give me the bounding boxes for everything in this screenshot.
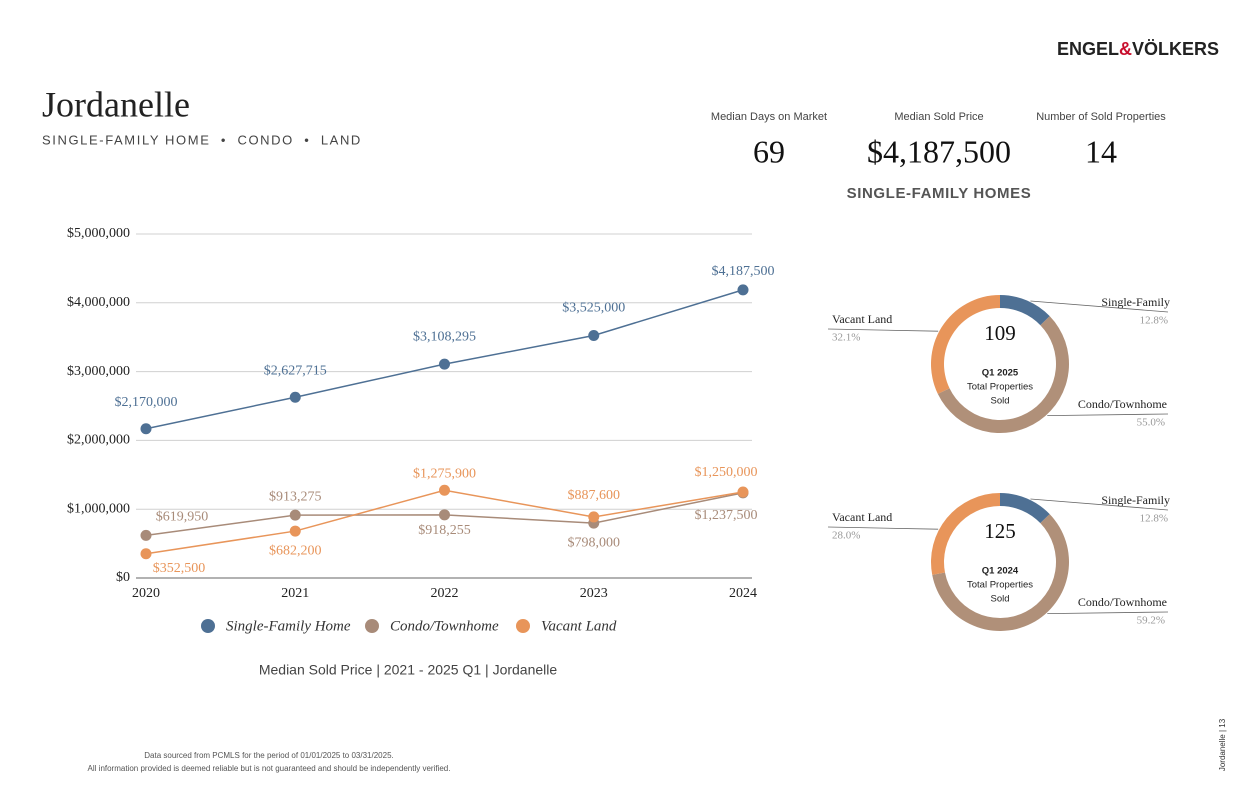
data-point xyxy=(140,529,152,541)
y-tick-label: $0 xyxy=(116,570,130,585)
x-tick-label: 2021 xyxy=(281,586,309,601)
brand-logo: ENGEL&VÖLKERS xyxy=(1057,39,1219,59)
data-label: $619,950 xyxy=(156,510,209,525)
data-label: $1,275,900 xyxy=(413,466,476,481)
donut-percent: 12.8% xyxy=(1140,315,1168,327)
brand-left: ENGEL xyxy=(1057,39,1119,59)
stat-label: Median Sold Price xyxy=(894,111,983,123)
brand-amp: & xyxy=(1119,39,1132,59)
data-label: $3,108,295 xyxy=(413,329,476,344)
leader-line xyxy=(1047,611,1169,615)
legend-swatch xyxy=(516,619,530,633)
data-label: $682,200 xyxy=(269,543,322,558)
donut-segment xyxy=(937,316,1069,433)
data-label: $913,275 xyxy=(269,489,322,504)
donut-percent: 55.0% xyxy=(1137,417,1165,429)
y-tick-label: $1,000,000 xyxy=(67,501,130,516)
donut-center-label: Q1 2024 xyxy=(982,566,1019,577)
data-label: $798,000 xyxy=(568,535,621,550)
stat-label: Median Days on Market xyxy=(711,111,827,123)
data-point xyxy=(439,358,450,370)
leader-line xyxy=(827,526,939,530)
stat-value: 69 xyxy=(753,133,785,169)
data-point xyxy=(737,486,749,498)
legend-label: Vacant Land xyxy=(541,618,617,634)
leader-line xyxy=(827,328,939,332)
page-title: Jordanelle xyxy=(42,84,190,124)
y-tick-label: $3,000,000 xyxy=(67,364,130,379)
data-label: $2,627,715 xyxy=(264,363,327,378)
donut-segment xyxy=(1000,295,1050,326)
data-label: $918,255 xyxy=(418,523,471,538)
data-label: $1,237,500 xyxy=(695,508,758,523)
legend-label: Condo/Townhome xyxy=(390,618,499,634)
donut-center-label: Sold xyxy=(990,594,1009,605)
data-point xyxy=(588,511,600,523)
footnote: All information provided is deemed relia… xyxy=(88,764,451,773)
donut-center-label: Q1 2025 xyxy=(982,368,1019,379)
page-label: Jordanelle | 13 xyxy=(1218,718,1227,771)
y-tick-label: $4,000,000 xyxy=(67,295,130,310)
donut-percent: 59.2% xyxy=(1137,615,1165,627)
stats-caption: SINGLE-FAMILY HOMES xyxy=(847,185,1032,202)
data-label: $352,500 xyxy=(153,561,206,576)
donut-total: 109 xyxy=(984,321,1016,345)
donut-segment xyxy=(931,493,1000,575)
data-point xyxy=(140,423,152,435)
donut-category: Vacant Land xyxy=(832,312,892,326)
data-point xyxy=(737,284,749,296)
stat-value: 14 xyxy=(1085,133,1117,169)
data-point xyxy=(439,509,450,521)
leader-line xyxy=(1047,413,1169,417)
x-tick-label: 2020 xyxy=(132,586,160,601)
donut-percent: 12.8% xyxy=(1140,513,1168,525)
data-label: $2,170,000 xyxy=(115,395,178,410)
data-point xyxy=(140,548,152,560)
donut-percent: 28.0% xyxy=(832,530,860,542)
donut-category: Single-Family xyxy=(1101,295,1170,309)
y-tick-label: $5,000,000 xyxy=(67,226,130,241)
x-tick-label: 2024 xyxy=(729,586,757,601)
stat-value: $4,187,500 xyxy=(867,133,1011,169)
legend-swatch xyxy=(365,619,379,633)
data-point xyxy=(289,525,301,537)
donut-segment xyxy=(1000,493,1050,524)
donut-segment xyxy=(931,295,1000,394)
data-point xyxy=(588,329,600,341)
donut-center-label: Total Properties xyxy=(967,382,1033,393)
donut-category: Single-Family xyxy=(1101,493,1170,507)
donut-center-label: Sold xyxy=(990,396,1009,407)
data-label: $887,600 xyxy=(568,488,621,503)
legend-label: Single-Family Home xyxy=(226,618,351,634)
leader-line xyxy=(1030,300,1169,313)
y-tick-label: $2,000,000 xyxy=(67,433,130,448)
data-label: $3,525,000 xyxy=(562,301,625,316)
donut-category: Vacant Land xyxy=(832,510,892,524)
data-point xyxy=(289,509,301,521)
legend-swatch xyxy=(201,619,215,633)
data-label: $4,187,500 xyxy=(712,264,775,279)
stat-label: Number of Sold Properties xyxy=(1036,111,1166,123)
page-subtitle: SINGLE-FAMILY HOME • CONDO • LAND xyxy=(42,132,362,147)
series-line xyxy=(145,489,744,555)
donut-percent: 32.1% xyxy=(832,332,860,344)
data-point xyxy=(289,391,301,403)
brand-right: VÖLKERS xyxy=(1132,39,1219,59)
donut-category: Condo/Townhome xyxy=(1078,397,1167,411)
x-tick-label: 2023 xyxy=(580,586,608,601)
donut-segment xyxy=(932,514,1070,631)
donut-center-label: Total Properties xyxy=(967,580,1033,591)
x-tick-label: 2022 xyxy=(431,586,459,601)
data-label: $1,250,000 xyxy=(695,465,758,480)
chart-caption: Median Sold Price | 2021 - 2025 Q1 | Jor… xyxy=(259,662,558,678)
footnote: Data sourced from PCMLS for the period o… xyxy=(144,751,394,760)
leader-line xyxy=(1030,498,1169,511)
donut-category: Condo/Townhome xyxy=(1078,595,1167,609)
data-point xyxy=(439,484,450,496)
donut-total: 125 xyxy=(984,519,1016,543)
